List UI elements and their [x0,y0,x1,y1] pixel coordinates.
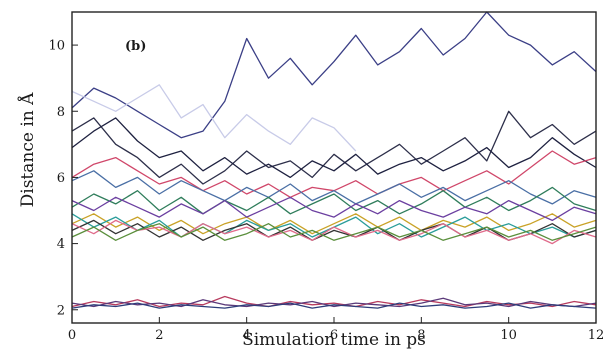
series-line-1 [71,11,597,139]
series-group [71,11,597,309]
x-axis: 0 2 4 6 8 10 12 [68,317,604,343]
x-axis-title: Simulation time in ps [242,330,426,349]
plot-frame [71,11,597,324]
series-line-4 [71,117,597,179]
y-axis-title: Distance in Å [17,92,38,207]
x-tick-label: 6 [330,328,338,343]
x-tick-label: 8 [417,328,425,343]
series-line-6 [71,170,597,205]
series-line-14 [71,295,597,308]
x-tick-label: 4 [243,328,251,343]
series-line-15 [71,297,597,308]
y-tick-label: 6 [57,171,65,186]
x-tick-label: 2 [155,328,163,343]
x-tick-label: 0 [68,328,76,343]
x-tick-label: 12 [588,328,605,343]
series-line-16 [71,302,597,309]
series-line-7 [71,186,597,215]
series-line-2 [71,84,357,152]
y-tick-label: 4 [57,237,65,252]
y-tick-label: 2 [57,303,65,318]
series-line-3 [71,110,597,185]
panel-label: (b) [125,39,146,54]
x-tick-label: 10 [500,328,517,343]
series-line-13 [71,223,597,241]
series-line-12 [71,219,597,245]
y-tick-label: 10 [48,39,65,54]
y-tick-label: 8 [57,105,65,120]
series-line-8 [71,213,597,235]
series-line-10 [71,196,597,222]
y-axis: 2 4 6 8 10 [48,39,78,318]
